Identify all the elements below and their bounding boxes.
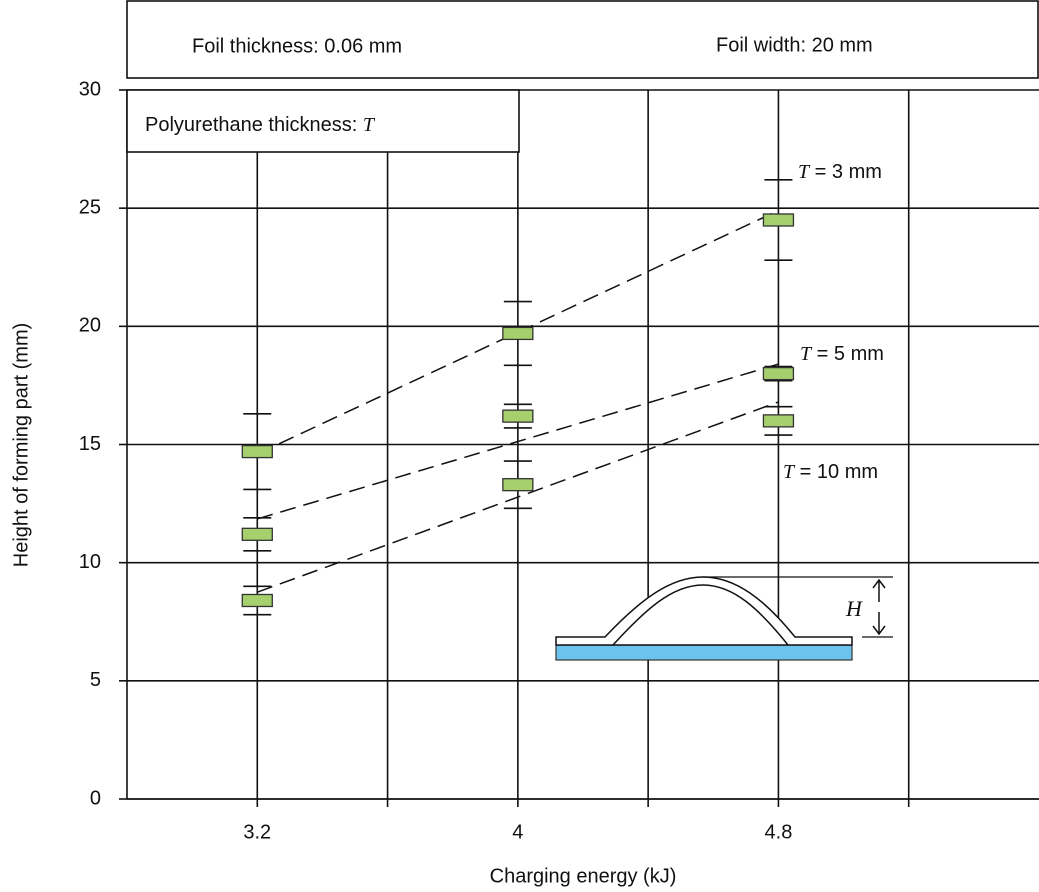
y-axis-label: Height of forming part (mm) [10,323,32,568]
series-label: T = 3 mm [798,161,882,184]
marker [762,414,795,428]
inset-foil [555,576,853,646]
marker [502,326,534,341]
x-tick-label: 3.2 [243,821,271,843]
error-bar [764,179,793,261]
error-bar [503,460,532,510]
error-bar [764,405,793,436]
note-text: Polyurethane thickness: T [145,114,376,137]
x-tick-label: 4 [512,821,523,843]
inset-base [555,644,853,661]
error-bar [503,403,532,429]
x-axis-label: Charging energy (kJ) [490,865,677,887]
y-tick-label: 30 [79,78,101,100]
marker [502,409,534,423]
marker [241,527,273,541]
marker [762,213,795,227]
series-label: T = 10 mm [783,461,878,484]
header-left: Foil thickness: 0.06 mm [192,35,402,57]
y-tick-label: 0 [90,787,101,809]
header-box [126,0,1039,79]
error-bar [243,516,272,552]
series-label: T = 5 mm [800,343,884,366]
inset-arrow [872,578,886,636]
marker [241,593,273,608]
inset-foil-inner [612,584,789,646]
trend-line [257,401,779,593]
note-box [126,89,520,153]
error-bar [764,365,793,382]
y-tick-label: 25 [79,196,101,218]
error-bar [243,585,272,616]
y-tick-label: 15 [79,433,101,455]
y-tick-label: 20 [79,315,101,337]
marker [241,444,273,459]
error-bar [243,412,272,491]
grid [119,89,1039,807]
x-tick-label: 4.8 [765,821,793,843]
marker [762,366,795,381]
error-bar [503,300,532,367]
marker [502,478,534,492]
inset-label: H [845,596,863,621]
header-right: Foil width: 20 mm [716,34,873,56]
y-tick-label: 5 [90,669,101,691]
y-tick-label: 10 [79,551,101,573]
trend-line [257,363,779,520]
inset-diagram: H [555,576,893,661]
